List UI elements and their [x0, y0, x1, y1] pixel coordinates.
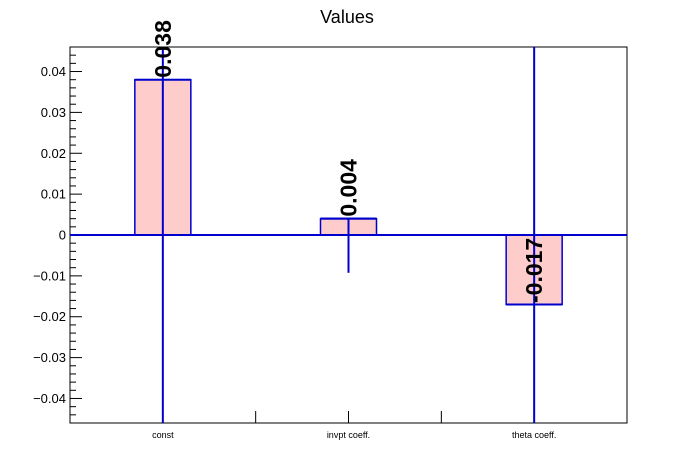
- chart-title: Values: [320, 7, 374, 27]
- plot-area: −0.04 −0.03 −0.02 −0.01 0 0.01 0.02 0.03 0.04 0.0…: [33, 20, 628, 440]
- x-category-label: theta coeff.: [512, 430, 556, 440]
- y-tick-label: 0: [59, 228, 66, 243]
- data-label: 0.038: [150, 20, 176, 78]
- x-category-label: invpt coeff.: [327, 430, 370, 440]
- y-tick-label: 0.04: [41, 64, 66, 79]
- data-label: -0.017: [521, 238, 547, 303]
- y-tick-label: −0.01: [33, 268, 66, 283]
- y-tick-label: 0.02: [41, 146, 66, 161]
- y-tick-label: −0.02: [33, 309, 66, 324]
- y-tick-label: 0.03: [41, 105, 66, 120]
- x-category-label: const: [152, 430, 174, 440]
- data-label: 0.004: [336, 159, 362, 217]
- y-tick-label: 0.01: [41, 187, 66, 202]
- y-tick-label: −0.04: [33, 391, 66, 406]
- y-tick-label: −0.03: [33, 350, 66, 365]
